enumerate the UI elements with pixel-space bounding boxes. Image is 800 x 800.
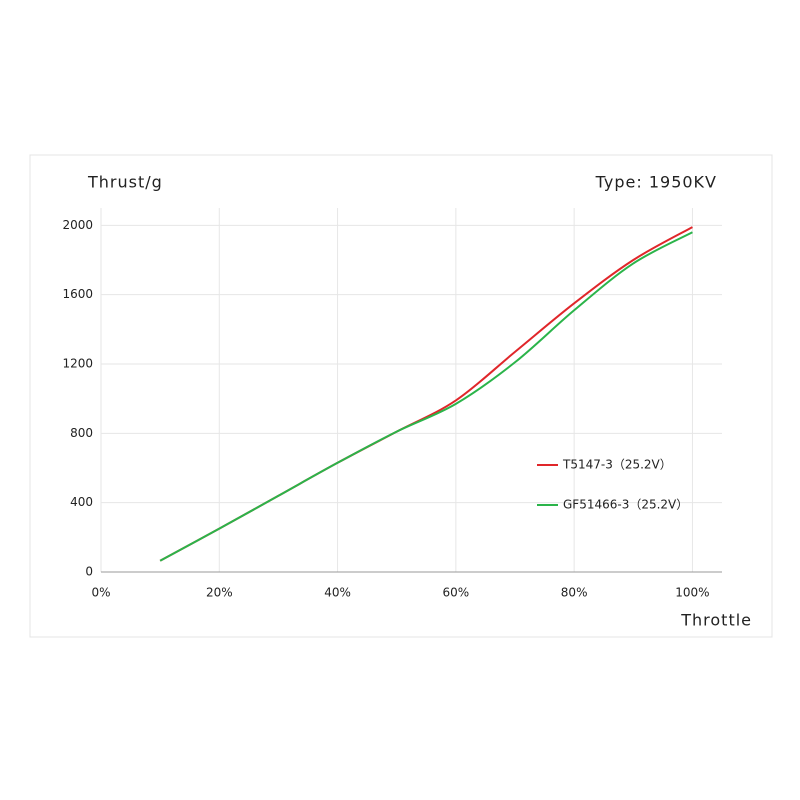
y-tick-label: 0 xyxy=(85,565,93,579)
annotation: Type: 1950KV xyxy=(595,173,717,192)
y-axis-label: Thrust/g xyxy=(87,173,163,192)
y-tick-label: 800 xyxy=(70,426,93,440)
x-tick-label: 20% xyxy=(206,586,233,600)
x-tick-label: 0% xyxy=(91,586,110,600)
y-tick-label: 400 xyxy=(70,495,93,509)
legend-label: GF51466-3（25.2V） xyxy=(563,498,688,512)
x-tick-label: 60% xyxy=(443,586,470,600)
x-axis-label: Throttle xyxy=(680,611,752,630)
y-tick-label: 2000 xyxy=(62,218,93,232)
x-tick-label: 80% xyxy=(561,586,588,600)
y-tick-label: 1200 xyxy=(62,357,93,371)
line xyxy=(159,231,693,562)
y-tick-label: 1600 xyxy=(62,287,93,301)
x-tick-label: 100% xyxy=(675,586,709,600)
panel xyxy=(29,154,773,638)
legend-label: T5147-3（25.2V） xyxy=(562,458,672,472)
x-tick-label: 40% xyxy=(324,586,351,600)
